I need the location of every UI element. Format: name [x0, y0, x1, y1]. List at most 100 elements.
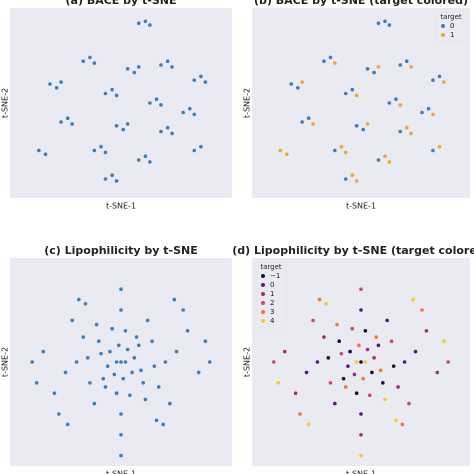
point — [350, 173, 355, 177]
point — [114, 179, 119, 183]
point — [123, 360, 128, 364]
point — [165, 59, 170, 63]
point — [311, 122, 315, 126]
point — [130, 370, 134, 375]
point — [63, 370, 68, 375]
point — [306, 422, 311, 427]
point — [145, 318, 150, 323]
legend-label: 0 — [270, 281, 274, 289]
point — [192, 78, 197, 82]
x-axis-label: t-SNE-1 — [346, 202, 376, 211]
legend-label: 1 — [450, 31, 454, 39]
point — [92, 61, 97, 65]
point — [359, 287, 363, 292]
point — [359, 412, 363, 416]
point — [99, 144, 103, 149]
point — [293, 391, 298, 396]
panel-title: (b) BACE by t-SNE (target colored) — [254, 0, 468, 7]
point — [48, 82, 52, 86]
point — [101, 376, 106, 381]
point — [398, 103, 403, 107]
point — [114, 93, 119, 98]
legend-box — [255, 261, 287, 329]
point — [81, 335, 86, 339]
point — [361, 127, 365, 132]
point — [341, 376, 346, 381]
point — [143, 154, 148, 158]
point — [199, 74, 203, 79]
point — [343, 91, 348, 96]
legend-swatch — [261, 292, 265, 296]
point — [108, 349, 112, 354]
point — [387, 160, 392, 164]
point — [317, 297, 322, 302]
point — [148, 160, 152, 164]
point — [437, 144, 442, 149]
point — [363, 360, 368, 364]
point — [77, 297, 81, 302]
point — [196, 370, 201, 375]
point — [348, 349, 352, 354]
point — [54, 86, 59, 90]
point — [83, 301, 88, 306]
point — [365, 122, 370, 126]
point — [437, 74, 442, 79]
point — [114, 360, 119, 364]
point — [361, 376, 365, 381]
point — [398, 63, 403, 67]
point — [30, 360, 34, 364]
y-axis-label: t-SNE-2 — [1, 88, 10, 118]
point — [114, 391, 119, 396]
panel: (a) BACE by t-SNE t-SNE-1 t-SNE-2 — [1, 0, 232, 211]
point — [374, 335, 379, 339]
point — [442, 339, 446, 344]
point — [339, 144, 344, 149]
point — [426, 106, 431, 111]
point — [276, 381, 280, 385]
point — [346, 364, 350, 368]
point — [381, 381, 385, 385]
legend-label: 4 — [270, 317, 275, 325]
point — [139, 368, 143, 373]
point — [431, 148, 435, 153]
legend-label: 1 — [270, 290, 274, 298]
point — [159, 63, 163, 67]
point — [359, 433, 363, 437]
point — [389, 339, 394, 344]
point — [435, 370, 440, 375]
point — [409, 65, 413, 69]
legend-swatch — [441, 24, 445, 28]
point — [407, 401, 411, 406]
point — [376, 343, 381, 348]
point — [424, 329, 429, 333]
point — [333, 148, 337, 153]
point — [110, 87, 114, 92]
point — [335, 322, 339, 327]
point — [105, 364, 110, 368]
point — [203, 80, 208, 84]
point — [295, 86, 300, 90]
point — [359, 453, 363, 458]
point — [85, 356, 90, 360]
point — [34, 381, 39, 385]
point — [165, 125, 170, 130]
point — [300, 80, 304, 84]
point — [385, 318, 389, 323]
point — [199, 144, 203, 149]
point — [354, 124, 359, 128]
point — [378, 368, 383, 373]
legend-swatch — [261, 301, 265, 305]
point — [52, 391, 57, 396]
panel: (d) Lipophilicity by t-SNE (target color… — [232, 244, 474, 474]
point — [376, 158, 381, 162]
point — [70, 122, 74, 126]
point — [114, 124, 119, 128]
point — [278, 148, 283, 153]
point — [119, 453, 123, 458]
point — [94, 322, 99, 327]
point — [420, 308, 424, 312]
point — [161, 422, 165, 427]
panel: (c) Lipophilicity by t-SNE t-SNE-1 t-SNE-2 — [1, 244, 232, 474]
point — [154, 97, 159, 101]
